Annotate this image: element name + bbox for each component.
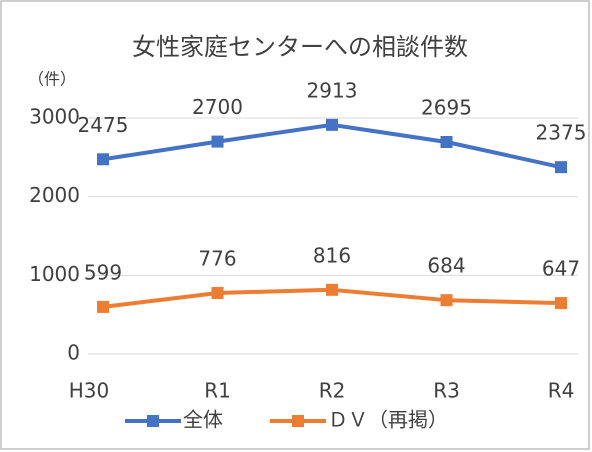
data-label: 2375 [536, 121, 587, 145]
legend-marker [147, 415, 159, 427]
data-point [555, 297, 567, 310]
data-point [97, 300, 109, 313]
chart-title: 女性家庭センターへの相談件数 [132, 33, 468, 61]
data-point [440, 294, 453, 307]
data-point [97, 153, 109, 166]
data-label: 2700 [192, 95, 243, 119]
data-point [326, 283, 338, 296]
data-label: 2475 [78, 113, 129, 137]
y-tick-label: 2000 [29, 183, 80, 207]
y-axis-label: （件） [28, 70, 76, 89]
y-tick-label: 0 [67, 341, 80, 365]
legend-label: 全体 [183, 408, 223, 432]
x-tick-label: H30 [69, 379, 110, 403]
legend-label: ＤＶ（再掲） [328, 408, 448, 432]
data-label: 816 [313, 243, 351, 267]
data-label: 684 [427, 254, 465, 278]
y-tick-label: 1000 [29, 262, 80, 286]
y-tick-label: 3000 [29, 105, 80, 129]
data-point [211, 286, 224, 299]
legend-marker [292, 415, 304, 427]
data-label: 2913 [307, 78, 358, 102]
data-point [440, 135, 453, 148]
data-label: 647 [542, 257, 580, 281]
x-tick-label: R4 [548, 379, 575, 403]
data-label: 776 [198, 246, 236, 270]
x-tick-label: R1 [204, 379, 231, 403]
data-label: 2695 [421, 95, 472, 119]
data-point [555, 161, 567, 174]
x-tick-label: R3 [433, 379, 460, 403]
x-tick-label: R2 [319, 379, 346, 403]
data-point [211, 135, 224, 148]
data-label: 599 [84, 260, 122, 284]
data-point [326, 118, 338, 131]
